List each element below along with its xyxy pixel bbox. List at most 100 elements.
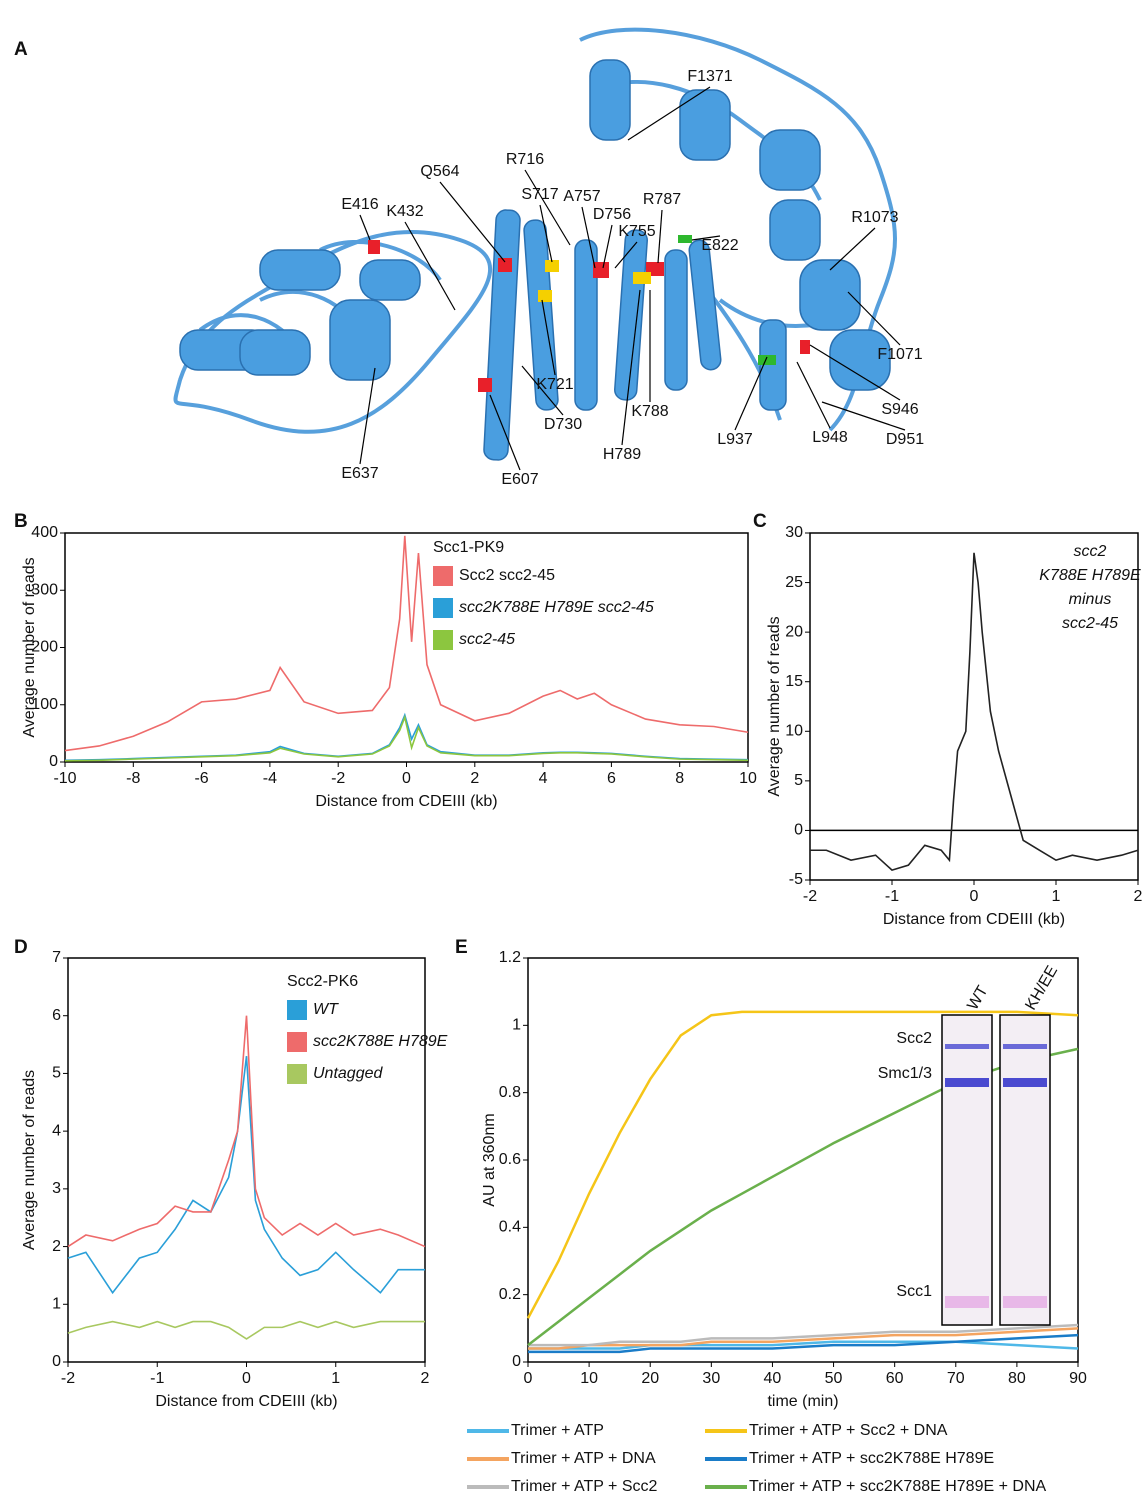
x-tick-label: 6 — [607, 770, 616, 787]
residue-label: E416 — [341, 196, 378, 213]
leader-line — [524, 169, 571, 246]
legend-swatch — [433, 598, 453, 618]
y-tick-label: 1.2 — [499, 949, 521, 966]
x-tick-label: 0 — [242, 1370, 251, 1387]
data-line — [528, 1323, 1079, 1347]
x-tick-label: 90 — [1069, 1370, 1087, 1387]
y-tick-label: -5 — [789, 871, 803, 888]
gel-band — [1003, 1044, 1047, 1049]
x-tick-label: -4 — [263, 770, 277, 787]
leader-line — [359, 214, 371, 241]
x-tick-label: 20 — [641, 1370, 659, 1387]
residue-label: K432 — [386, 203, 423, 220]
y-tick-label: 0.6 — [499, 1151, 521, 1168]
panel-label: C — [753, 511, 767, 532]
annotation: scc2-45 — [1062, 615, 1118, 632]
data-line — [67, 1056, 425, 1295]
residue-label: S946 — [881, 401, 918, 418]
y-tick-label: 7 — [52, 949, 61, 966]
x-tick-label: 40 — [764, 1370, 782, 1387]
leader-line — [809, 344, 901, 401]
x-axis-label: Distance from CDEIII (kb) — [315, 793, 497, 810]
x-tick-label: -1 — [885, 888, 899, 905]
x-tick-label: 10 — [580, 1370, 598, 1387]
gel-lane — [941, 1014, 993, 1326]
legend-label: Trimer + ATP — [511, 1422, 604, 1439]
legend-title: Scc1-PK9 — [433, 539, 504, 556]
leader-line — [521, 365, 564, 416]
legend-label: scc2K788E H789E — [313, 1033, 448, 1050]
legend-label: scc2-45 — [459, 631, 515, 648]
residue-label: D951 — [886, 431, 924, 448]
leader-line — [439, 181, 506, 263]
y-tick-label: 5 — [794, 772, 803, 789]
y-tick-label: 20 — [785, 623, 803, 640]
annotation: minus — [1069, 591, 1112, 608]
y-tick-label: 5 — [52, 1065, 61, 1082]
y-tick-label: 15 — [785, 673, 803, 690]
residue-label: K755 — [618, 223, 655, 240]
data-line — [64, 535, 749, 752]
residue-label: A757 — [563, 188, 600, 205]
y-tick-label: 3 — [52, 1180, 61, 1197]
leader-line — [829, 227, 876, 271]
x-tick-label: 1 — [1052, 888, 1061, 905]
x-tick-label: -10 — [53, 770, 76, 787]
y-axis-label: Average number of reads — [766, 616, 783, 796]
y-tick-label: 0.4 — [499, 1219, 521, 1236]
leader-line — [602, 224, 613, 269]
y-tick-label: 0 — [49, 753, 58, 770]
y-tick-label: 6 — [52, 1007, 61, 1024]
gel-band-label: Smc1/3 — [878, 1065, 932, 1082]
legend-swatch — [287, 1064, 307, 1084]
x-tick-label: 10 — [739, 770, 757, 787]
legend-label: Trimer + ATP + Scc2 + DNA — [749, 1422, 948, 1439]
residue-label: E607 — [501, 471, 538, 488]
x-tick-label: 2 — [470, 770, 479, 787]
y-tick-label: 0 — [794, 822, 803, 839]
leader-line — [489, 394, 521, 471]
leader-line — [847, 291, 901, 346]
gel-band — [945, 1078, 989, 1087]
x-tick-label: 60 — [886, 1370, 904, 1387]
residue-label: R1073 — [851, 209, 898, 226]
y-tick-label: 400 — [31, 524, 58, 541]
leader-line — [541, 299, 556, 376]
residue-label: L948 — [812, 429, 848, 446]
x-tick-label: 70 — [947, 1370, 965, 1387]
plot-frame — [809, 532, 1139, 881]
legend-swatch — [433, 630, 453, 650]
leader-line — [539, 204, 553, 263]
legend-swatch — [287, 1000, 307, 1020]
x-tick-label: 30 — [702, 1370, 720, 1387]
leader-line — [821, 401, 906, 431]
legend-label: Untagged — [313, 1065, 383, 1082]
leader-line — [359, 367, 376, 465]
x-tick-label: 0 — [402, 770, 411, 787]
x-tick-label: -8 — [126, 770, 140, 787]
x-axis-label: Distance from CDEIII (kb) — [155, 1393, 337, 1410]
data-line — [810, 552, 1139, 871]
y-tick-label: 0.2 — [499, 1286, 521, 1303]
leader-line — [734, 356, 768, 431]
x-tick-label: 0 — [970, 888, 979, 905]
panel-label: A — [14, 39, 28, 60]
y-tick-label: 0 — [52, 1353, 61, 1370]
residue-label: E822 — [701, 237, 738, 254]
data-line — [64, 714, 749, 762]
data-line — [527, 1047, 1079, 1347]
x-tick-label: 80 — [1008, 1370, 1026, 1387]
x-tick-label: 2 — [1134, 888, 1143, 905]
x-tick-label: 1 — [331, 1370, 340, 1387]
residue-label: H789 — [603, 446, 641, 463]
residue-label: F1371 — [687, 68, 732, 85]
legend-title: Scc2-PK6 — [287, 973, 358, 990]
x-tick-label: -1 — [150, 1370, 164, 1387]
residue-label: E637 — [341, 465, 378, 482]
residue-label: K721 — [536, 376, 573, 393]
legend-label: Trimer + ATP + DNA — [511, 1450, 656, 1467]
x-tick-label: -6 — [194, 770, 208, 787]
gel-lane-label: WT — [964, 983, 991, 1013]
gel-band — [945, 1044, 989, 1049]
